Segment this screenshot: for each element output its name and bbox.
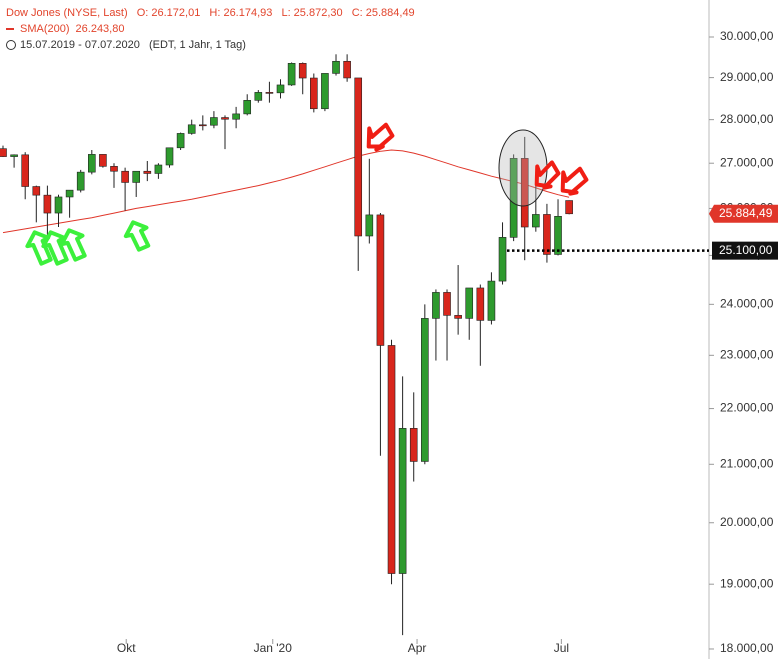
candle-body <box>343 60 351 79</box>
date-range: 15.07.2019 - 07.07.2020 <box>20 39 140 51</box>
candle-body <box>498 237 507 282</box>
y-tick-label: 28.000,00 <box>720 112 774 126</box>
candle-body <box>32 186 41 196</box>
sma-name: SMA(200) <box>20 23 70 35</box>
candle-body <box>298 63 307 79</box>
axis-panel <box>709 0 780 659</box>
range-info: (EDT, 1 Jahr, 1 Tag) <box>148 39 246 51</box>
y-tick-label: 19.000,00 <box>720 576 774 590</box>
up-arrow <box>59 228 87 262</box>
candle-body <box>199 124 207 127</box>
x-tick-label: Okt <box>117 641 136 655</box>
candle-body <box>0 148 7 157</box>
candle-body <box>110 166 118 172</box>
candle-body <box>221 117 229 120</box>
level-label: 25.100,00 <box>719 243 773 257</box>
green-arrows <box>25 220 151 266</box>
candle-body <box>43 194 52 214</box>
candle-body <box>365 214 374 237</box>
candle-body <box>321 73 329 110</box>
candle-body <box>287 63 296 86</box>
down-arrow <box>560 166 589 196</box>
sma-swatch <box>6 28 14 31</box>
open-label: O: 26.172,01 <box>136 7 201 19</box>
candle-body <box>554 215 562 255</box>
candle-body <box>376 214 385 346</box>
candle-body <box>132 170 141 183</box>
candle-body <box>88 154 96 173</box>
sma-line <box>2 149 570 234</box>
clock-icon <box>6 40 16 51</box>
low-label: L: 25.872,30 <box>281 7 343 19</box>
candle-body <box>509 158 518 238</box>
candle-body <box>76 171 85 191</box>
candle-body <box>354 77 363 237</box>
y-tick-label: 23.000,00 <box>720 347 774 361</box>
legend-row: SMA(200) 26.243,80 <box>6 21 421 37</box>
price-tag <box>709 204 778 223</box>
series-title: Dow Jones (NYSE, Last) <box>6 7 128 19</box>
x-tick-label: Jul <box>554 641 569 655</box>
candle-body <box>432 292 440 319</box>
candle-body <box>10 154 18 157</box>
y-tick-label: 24.000,00 <box>720 297 774 311</box>
candle-body <box>532 214 540 228</box>
candle-body <box>565 200 573 215</box>
y-tick-label: 18.000,00 <box>720 641 774 655</box>
y-tick-label: 21.000,00 <box>720 456 774 470</box>
y-tick-label: 30.000,00 <box>720 29 774 43</box>
candle-body <box>99 154 107 167</box>
down-arrow <box>366 122 395 152</box>
candle-body <box>65 189 74 198</box>
candle-body <box>421 318 429 462</box>
sma-value: 26.243,80 <box>75 23 125 35</box>
red-arrows <box>366 122 589 196</box>
y-tick-label: 29.000,00 <box>720 70 774 84</box>
candle-body <box>232 113 240 120</box>
legend-row: Dow Jones (NYSE, Last) O: 26.172,01 H: 2… <box>6 5 421 21</box>
legend: Dow Jones (NYSE, Last) O: 26.172,01 H: 2… <box>6 5 421 53</box>
candle-body <box>443 292 451 316</box>
candle-body <box>332 60 340 74</box>
candle-body <box>465 287 474 319</box>
candle-body <box>487 280 496 321</box>
candle-body <box>165 147 174 166</box>
y-tick-label: 20.000,00 <box>720 515 774 529</box>
candle-body <box>398 428 407 574</box>
price-label: 25.884,49 <box>719 206 773 220</box>
x-tick-label: Apr <box>408 641 427 655</box>
candle-body <box>21 154 29 187</box>
candle-body <box>176 133 185 149</box>
candle-body <box>520 158 529 228</box>
x-tick-label: Jan '20 <box>254 641 293 655</box>
candle-body <box>154 164 163 174</box>
candle-body <box>276 84 285 94</box>
down-arrow <box>534 160 561 190</box>
high-label: H: 26.174,93 <box>209 7 273 19</box>
candle-body <box>254 92 263 101</box>
candle-body <box>54 196 63 214</box>
candle-body <box>454 315 462 319</box>
candle-body <box>143 170 152 174</box>
y-tick-label: 22.000,00 <box>720 401 774 415</box>
candle-body <box>387 345 396 574</box>
candle-body <box>310 77 318 110</box>
candle-body <box>409 428 418 462</box>
candle-body <box>243 100 252 115</box>
legend-row: 15.07.2019 - 07.07.2020 (EDT, 1 Jahr, 1 … <box>6 37 421 53</box>
candle-body <box>187 124 196 134</box>
up-arrow <box>123 220 151 252</box>
candle-body <box>265 92 274 94</box>
annotations <box>25 122 589 266</box>
candle-body <box>543 214 551 255</box>
candle-body <box>121 170 129 183</box>
candle-body <box>476 287 485 321</box>
y-tick-label: 27.000,00 <box>720 155 774 169</box>
level-tag <box>712 241 778 260</box>
close-label: C: 25.884,49 <box>351 7 415 19</box>
candle-body <box>210 117 218 126</box>
